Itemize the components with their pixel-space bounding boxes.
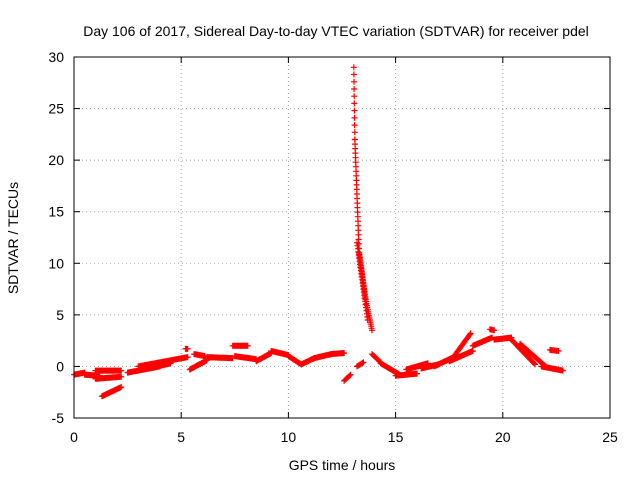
data-point — [351, 129, 358, 136]
chart-title: Day 106 of 2017, Sidereal Day-to-day VTE… — [83, 23, 589, 39]
data-point — [359, 360, 366, 366]
data-point — [360, 359, 367, 366]
data-point — [531, 360, 538, 367]
grid — [74, 57, 610, 418]
data-point — [346, 372, 353, 379]
data-point — [414, 370, 420, 377]
data-point — [350, 71, 357, 78]
x-tick-labels: 0 5 10 15 20 25 — [70, 429, 618, 445]
data-point — [347, 371, 354, 378]
data-point — [351, 114, 358, 121]
data-point — [351, 122, 358, 129]
data-point — [351, 86, 358, 92]
data-points — [71, 64, 566, 400]
y-tick-label: 15 — [48, 204, 64, 220]
x-tick-label: 10 — [281, 429, 297, 445]
data-point — [350, 64, 357, 71]
x-axis-label: GPS time / hours — [289, 457, 396, 473]
data-point — [351, 107, 358, 114]
x-tick-label: 0 — [70, 429, 78, 445]
data-point — [555, 348, 562, 354]
x-tick-label: 20 — [495, 429, 511, 445]
data-point — [532, 361, 538, 368]
data-point — [369, 327, 375, 334]
data-point — [351, 100, 358, 107]
axis-ticks — [73, 56, 611, 419]
data-point — [167, 360, 174, 367]
data-point — [466, 331, 473, 338]
y-tick-labels: -5 0 5 10 15 20 25 30 — [48, 49, 64, 426]
data-point — [118, 367, 125, 374]
x-tick-label: 25 — [602, 429, 618, 445]
y-axis-label: SDTVAR / TECUs — [5, 182, 21, 294]
y-tick-label: 30 — [48, 49, 64, 65]
data-point — [341, 350, 348, 356]
data-point — [184, 354, 191, 361]
y-tick-label: 25 — [48, 101, 64, 117]
x-tick-label: 15 — [388, 429, 404, 445]
data-point — [351, 78, 357, 85]
y-tick-label: -5 — [52, 410, 65, 426]
y-tick-label: 0 — [56, 358, 64, 374]
x-tick-label: 5 — [177, 429, 185, 445]
data-point — [184, 345, 191, 352]
data-point — [469, 348, 476, 354]
data-point — [559, 367, 566, 374]
plot-frame — [73, 56, 611, 419]
data-point — [118, 384, 125, 391]
y-tick-label: 5 — [56, 307, 64, 323]
data-point — [491, 327, 498, 334]
data-point — [364, 317, 371, 323]
data-point — [467, 330, 474, 337]
y-tick-label: 10 — [48, 255, 64, 271]
data-point — [118, 373, 125, 380]
data-point — [244, 342, 251, 349]
y-tick-label: 20 — [48, 152, 64, 168]
data-point — [351, 93, 358, 100]
